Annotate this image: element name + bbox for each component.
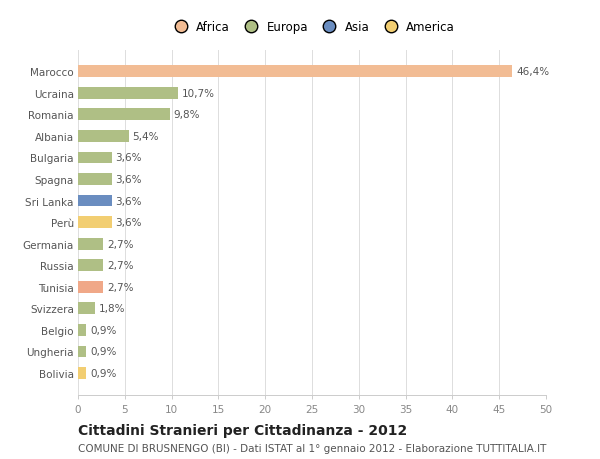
- Legend: Africa, Europa, Asia, America: Africa, Europa, Asia, America: [167, 18, 457, 36]
- Text: 2,7%: 2,7%: [107, 282, 134, 292]
- Bar: [78, 88, 178, 100]
- Text: 1,8%: 1,8%: [98, 304, 125, 313]
- Bar: [78, 303, 95, 314]
- Bar: [78, 152, 112, 164]
- Bar: [78, 109, 170, 121]
- Text: COMUNE DI BRUSNENGO (BI) - Dati ISTAT al 1° gennaio 2012 - Elaborazione TUTTITAL: COMUNE DI BRUSNENGO (BI) - Dati ISTAT al…: [78, 443, 547, 453]
- Bar: [78, 131, 128, 142]
- Text: 0,9%: 0,9%: [90, 325, 116, 335]
- Text: Cittadini Stranieri per Cittadinanza - 2012: Cittadini Stranieri per Cittadinanza - 2…: [78, 423, 407, 437]
- Text: 10,7%: 10,7%: [182, 89, 215, 99]
- Text: 3,6%: 3,6%: [115, 153, 142, 163]
- Bar: [78, 367, 86, 379]
- Text: 2,7%: 2,7%: [107, 261, 134, 271]
- Text: 3,6%: 3,6%: [115, 174, 142, 185]
- Bar: [78, 324, 86, 336]
- Text: 3,6%: 3,6%: [115, 218, 142, 228]
- Text: 3,6%: 3,6%: [115, 196, 142, 206]
- Text: 5,4%: 5,4%: [132, 132, 159, 141]
- Text: 0,9%: 0,9%: [90, 368, 116, 378]
- Bar: [78, 174, 112, 185]
- Bar: [78, 260, 103, 272]
- Text: 2,7%: 2,7%: [107, 239, 134, 249]
- Text: 9,8%: 9,8%: [173, 110, 200, 120]
- Bar: [78, 195, 112, 207]
- Text: 0,9%: 0,9%: [90, 347, 116, 357]
- Bar: [78, 238, 103, 250]
- Text: 46,4%: 46,4%: [516, 67, 549, 77]
- Bar: [78, 346, 86, 358]
- Bar: [78, 281, 103, 293]
- Bar: [78, 217, 112, 229]
- Bar: [78, 66, 512, 78]
